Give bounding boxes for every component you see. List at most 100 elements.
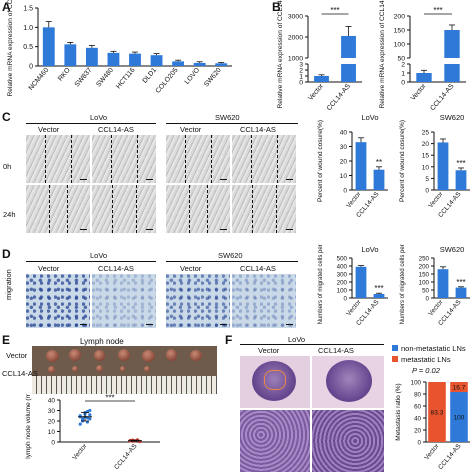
significance-label: *** — [105, 394, 114, 403]
y-tick-label: 0 — [425, 188, 429, 195]
lymph-node — [142, 350, 155, 362]
y-tick-label: 10 — [48, 429, 56, 436]
data-point — [78, 422, 82, 426]
scale-bar — [146, 178, 153, 180]
y-axis-label: Metastasis ratio (%) — [395, 383, 402, 440]
chart-title: LoVo — [361, 113, 378, 122]
panel-letter-f: F — [225, 333, 233, 347]
bar — [355, 142, 367, 190]
group-label-sw620: SW620 — [215, 113, 240, 122]
row-label-migration: migration — [4, 269, 13, 300]
scale-bar — [220, 178, 227, 180]
y-tick-label: 300 — [337, 272, 348, 279]
bar — [150, 55, 163, 66]
lymph-node — [46, 350, 59, 362]
x-tick-label: Vector — [307, 82, 325, 102]
wound-image — [232, 135, 296, 183]
y-tick-label: 20 — [340, 159, 348, 166]
col-label-ccl14-as-f: CCL14-AS — [318, 346, 354, 355]
scale-bar — [80, 228, 87, 230]
lymph-node — [190, 350, 202, 361]
lymph-node — [72, 366, 78, 372]
y-tick-label: 100 — [411, 380, 422, 387]
y-tick-label: 15 — [422, 153, 430, 160]
significance-label: ** — [376, 158, 382, 167]
y-tick-label: 3000 — [288, 14, 303, 21]
lymph-node — [48, 366, 55, 373]
bar-upper-part — [341, 35, 356, 58]
panel-letter-b: B — [272, 0, 281, 14]
y-tick-label: 0 — [426, 296, 430, 303]
row-label-vector-e: Vector — [6, 351, 28, 360]
x-tick-label: Vector — [410, 82, 428, 102]
y-tick-label: 100 — [337, 288, 348, 295]
chart-title: LoVo — [361, 245, 378, 254]
wound-edge-line — [111, 135, 112, 183]
x-tick-label: CCL14-AS — [113, 442, 139, 471]
x-tick-label: Vector — [345, 190, 363, 209]
chart-f: 0 20 40 60 80 100 83.3 Vector 100 16.7 CCL14-AS Met… — [395, 380, 470, 471]
significance-label: *** — [456, 278, 465, 287]
bar-upper-part — [444, 30, 460, 58]
group-label-lovo-f: LoVo — [288, 335, 306, 344]
y-tick-label: 2000 — [288, 35, 303, 42]
migration-image — [26, 274, 90, 328]
y-tick-label: 0 — [29, 64, 33, 71]
wound-edge-line — [49, 185, 50, 233]
wound-edge-line — [137, 135, 138, 183]
scale-bar — [286, 178, 293, 180]
bar — [437, 142, 449, 190]
y-tick-label: 10 — [422, 164, 430, 171]
panel-letter-a: A — [2, 0, 11, 14]
lymph-node-photo — [32, 346, 217, 394]
y-tick-label: 0.5 — [23, 44, 33, 51]
bar — [373, 169, 385, 190]
x-tick-label: HCT116 — [115, 67, 136, 91]
wound-edge-line — [277, 135, 278, 183]
wound-edge-line — [276, 185, 277, 233]
col-label-vector-d2: Vector — [180, 264, 202, 273]
y-tick-label: 1 — [299, 74, 303, 81]
scale-bar — [146, 228, 153, 230]
wound-edge-line — [207, 185, 208, 233]
stacked-bar-segment — [450, 392, 468, 442]
histology-ccl14-as-high — [312, 410, 384, 472]
scale-bar — [286, 323, 293, 325]
bar — [215, 63, 228, 66]
x-tick-label: CCL14-AS — [326, 82, 353, 112]
y-tick-label: 40 — [48, 398, 56, 405]
y-tick-label: 200 — [419, 264, 430, 271]
y-tick-label: 1000 — [288, 56, 303, 63]
y-tick-label: 40 — [414, 416, 421, 423]
lymph-node-section — [252, 361, 296, 401]
x-tick-label: Vector — [345, 298, 363, 317]
y-axis-label: Relative mRNA expression of CCL14-AS — [277, 0, 284, 109]
wound-edge-line — [45, 135, 46, 183]
wound-image — [26, 185, 90, 233]
wound-image — [166, 185, 230, 233]
y-tick-label: 50 — [397, 56, 405, 63]
col-label-vector-d1: Vector — [38, 264, 60, 273]
y-tick-label: 30 — [340, 144, 348, 151]
y-tick-label: 40 — [340, 130, 348, 137]
segment-label: 16.7 — [453, 385, 466, 392]
group-label-lovo: LoVo — [90, 113, 108, 122]
legend-label-metastatic: metastatic LNs — [401, 355, 451, 364]
bar — [64, 44, 77, 66]
y-tick-label: 400 — [337, 264, 348, 271]
data-point — [88, 408, 92, 413]
segment-label: 100 — [454, 415, 465, 422]
wound-edge-line — [251, 135, 252, 183]
ruler — [32, 376, 217, 394]
wound-image — [232, 185, 296, 233]
x-tick-label: CCL14-AS — [437, 442, 463, 471]
y-tick-label: 0 — [418, 440, 422, 447]
x-tick-label: DLD1 — [142, 67, 159, 85]
y-tick-label: 100 — [419, 280, 430, 287]
row-label-24h: 24h — [3, 210, 16, 219]
scale-bar — [220, 323, 227, 325]
row-label-ccl14-as-e: CCL14-AS — [2, 369, 38, 378]
chart-title: SW620 — [440, 113, 465, 122]
